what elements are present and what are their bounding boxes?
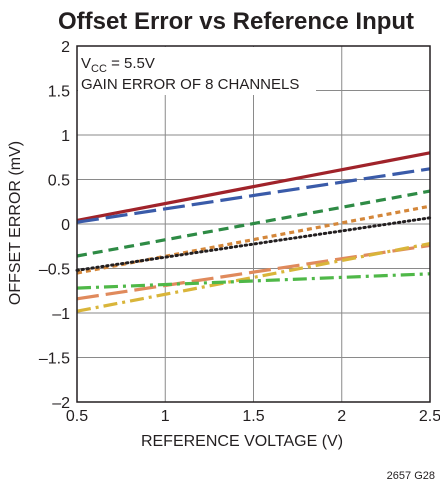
series-group [75,151,432,313]
annotation-box: VCC = 5.5V GAIN ERROR OF 8 CHANNELS [78,47,316,95]
x-tick-label: 1.5 [242,408,264,425]
y-tick-label: 0.5 [48,173,70,190]
x-tick-labels: 0.5 1 1.5 2 2.5 [66,408,440,425]
vcc-subscript: CC [91,63,107,75]
series-line-2 [76,167,431,224]
x-axis-label: REFERENCE VOLTAGE (V) [141,433,343,450]
chart-title: Offset Error vs Reference Input [58,8,414,35]
annotation-background [78,47,316,95]
figure-code: 2657 G28 [387,470,435,482]
x-tick-label: 1 [161,408,170,425]
plot-frame [76,45,431,403]
y-tick-label: 1.5 [48,84,70,101]
y-tick-label: 2 [61,39,70,56]
series-line-7 [76,242,431,313]
y-tick-label: –2 [52,395,70,412]
x-tick-label: 0.5 [66,408,88,425]
y-tick-label: –0.5 [39,262,70,279]
y-tick-label: 1 [61,128,70,145]
x-tick-label: 2.5 [419,408,440,425]
series-line-5 [75,216,432,272]
series-line-4 [76,204,431,275]
series-line-8 [76,272,431,290]
series-line-1 [76,151,431,222]
vcc-value: = 5.5V [107,55,155,72]
y-tick-label: –1.5 [39,351,70,368]
x-tick-label: 2 [337,408,346,425]
channels-annotation: GAIN ERROR OF 8 CHANNELS [81,76,299,93]
vcc-prefix: V [81,55,91,72]
y-tick-label: 0 [61,217,70,234]
series-line-3 [76,189,431,258]
vcc-annotation: VCC = 5.5V [81,55,155,75]
y-tick-labels: 2 1.5 1 0.5 0 –0.5 –1 –1.5 –2 [39,39,70,412]
y-axis-label: OFFSET ERROR (mV) [7,141,24,305]
y-tick-label: –1 [52,306,70,323]
